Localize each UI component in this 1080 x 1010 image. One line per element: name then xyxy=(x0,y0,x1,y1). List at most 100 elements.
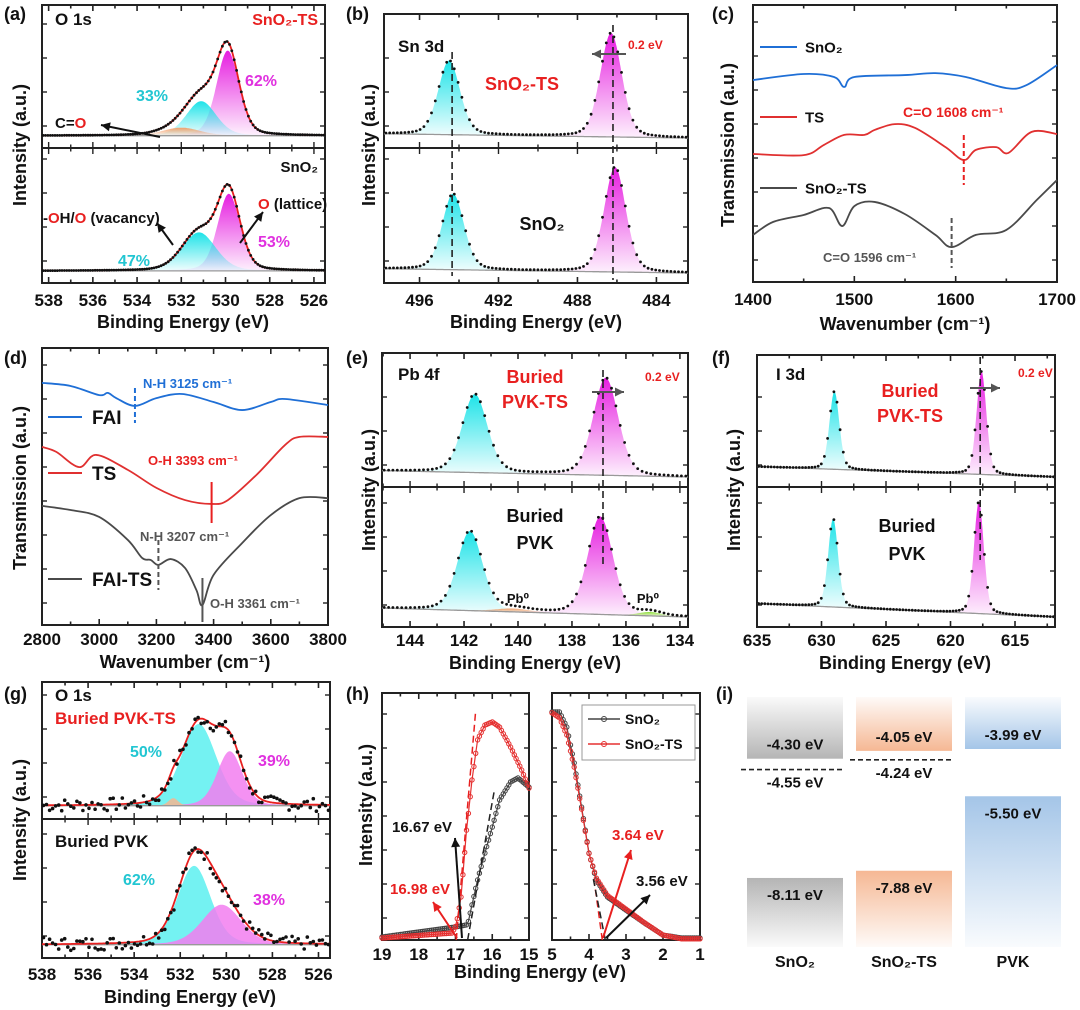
data-point xyxy=(150,130,154,133)
data-point xyxy=(788,603,792,606)
data-point xyxy=(1014,613,1018,616)
vbm-label: -7.88 eV xyxy=(876,880,933,897)
data-point xyxy=(129,801,134,805)
data-point xyxy=(275,267,279,271)
data-point xyxy=(260,800,264,805)
data-point xyxy=(1020,613,1024,617)
data-point xyxy=(223,185,227,188)
data-point xyxy=(129,946,134,950)
data-point xyxy=(819,462,823,466)
data-point xyxy=(419,932,426,938)
data-point xyxy=(876,607,880,610)
data-point xyxy=(239,90,243,94)
data-point xyxy=(885,469,889,473)
data-point xyxy=(465,531,469,534)
annotation-text: N-H 3207 cm⁻¹ xyxy=(140,529,229,544)
data-point xyxy=(301,133,304,137)
annotation-arrow-head xyxy=(157,223,166,233)
data-point xyxy=(1001,611,1005,615)
data-point xyxy=(117,941,122,945)
data-point xyxy=(832,518,836,521)
component-peak-fill xyxy=(914,501,1043,617)
data-point xyxy=(520,771,527,778)
data-point xyxy=(540,133,544,137)
data-point xyxy=(917,470,920,474)
data-point xyxy=(464,108,468,112)
data-point xyxy=(998,471,1002,475)
data-point xyxy=(99,947,103,951)
annotation-text: Pb⁰ xyxy=(507,591,530,606)
data-point xyxy=(427,931,433,938)
data-point xyxy=(157,127,161,131)
data-point xyxy=(505,465,508,469)
data-point xyxy=(317,938,322,943)
data-point xyxy=(395,131,399,135)
annotation-arrow xyxy=(454,837,463,939)
data-point xyxy=(535,470,539,474)
panel-b: 496 492 488 484 Sn 3d SnO₂-TS SnO₂ 0.2 eV Bindin… xyxy=(346,4,689,332)
data-point xyxy=(556,715,563,721)
data-point xyxy=(487,830,494,837)
data-point xyxy=(439,599,443,603)
data-point xyxy=(605,529,609,532)
data-point xyxy=(882,469,886,473)
data-point xyxy=(465,918,472,925)
data-point xyxy=(55,134,59,137)
data-point xyxy=(290,934,294,939)
data-point xyxy=(384,131,388,135)
data-point xyxy=(399,933,405,940)
data-point xyxy=(697,936,703,942)
data-point xyxy=(294,133,297,137)
data-point xyxy=(66,802,70,806)
data-point xyxy=(317,268,321,272)
data-point xyxy=(93,946,97,950)
x-tick-label: 532 xyxy=(166,965,194,984)
data-point xyxy=(684,614,688,618)
data-point xyxy=(551,133,555,137)
plot-frame xyxy=(41,4,326,284)
x-tick-label: 17 xyxy=(446,945,465,964)
data-point xyxy=(221,189,224,193)
data-point xyxy=(443,930,449,937)
data-point xyxy=(157,265,161,268)
data-point xyxy=(123,943,128,948)
data-point xyxy=(153,798,158,802)
data-point xyxy=(473,750,479,756)
legend-marker xyxy=(601,741,607,747)
data-point xyxy=(428,931,435,938)
data-point xyxy=(684,270,688,274)
data-point xyxy=(518,605,522,608)
data-point xyxy=(527,470,530,473)
data-point xyxy=(658,610,661,614)
data-point xyxy=(141,935,146,939)
data-point xyxy=(848,603,851,607)
data-point xyxy=(122,133,125,137)
data-point xyxy=(237,80,241,83)
data-point xyxy=(51,134,54,137)
data-point xyxy=(498,267,502,271)
data-point xyxy=(589,112,593,116)
data-point xyxy=(430,467,434,471)
data-point xyxy=(1017,613,1021,617)
x-axis-title: Wavenumber (cm⁻¹) xyxy=(820,314,991,334)
data-point xyxy=(155,265,158,269)
data-point xyxy=(41,134,45,137)
data-point xyxy=(59,938,64,942)
data-point xyxy=(110,268,113,272)
annotation-text: 0.2 eV xyxy=(1018,366,1053,380)
data-point xyxy=(483,568,487,571)
data-point xyxy=(578,806,585,812)
data-point xyxy=(575,462,578,466)
data-point xyxy=(387,468,390,472)
data-point xyxy=(992,608,996,612)
data-point xyxy=(126,940,131,945)
data-point xyxy=(923,609,927,613)
data-point xyxy=(557,470,561,473)
data-point xyxy=(555,268,559,271)
x-tick-label: 19 xyxy=(373,945,392,964)
data-point xyxy=(228,43,231,46)
data-point xyxy=(782,603,786,606)
data-point xyxy=(885,607,889,611)
data-point xyxy=(293,804,297,808)
data-point xyxy=(901,608,905,612)
